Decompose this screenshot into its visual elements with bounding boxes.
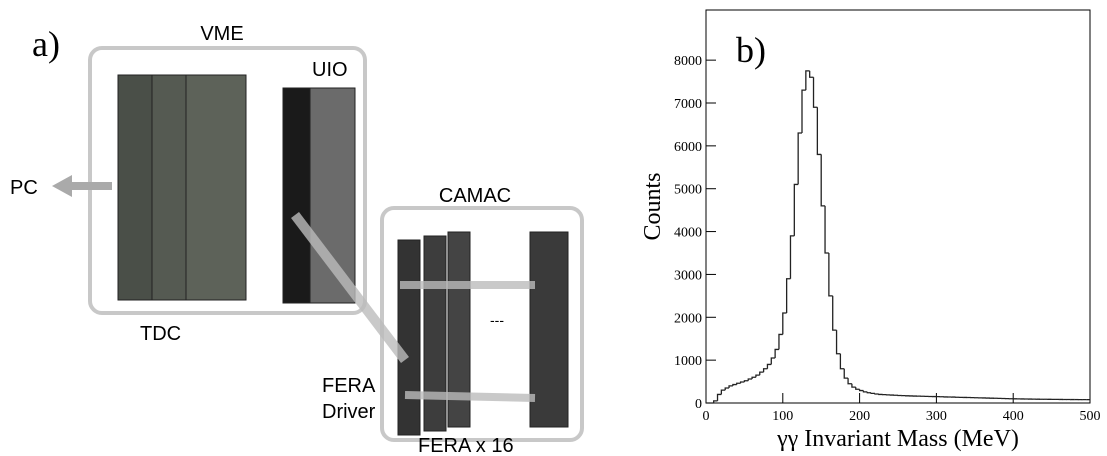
histogram-step [860,389,864,390]
histogram-step [875,393,879,394]
y-tick-label: 1000 [674,354,702,369]
panel-label: b) [736,30,766,70]
histogram-step [798,133,802,184]
tdc-cards [118,75,246,300]
histogram-step [814,77,818,107]
vme-label: VME [200,23,243,45]
histogram-step [848,378,852,384]
histogram-step [844,369,848,378]
histogram-step [856,387,860,389]
histogram-step [756,375,760,377]
panel-label: a) [32,24,60,64]
histogram-step [721,390,725,394]
fera-count-label: FERA x 16 [418,435,514,456]
y-tick-label: 6000 [674,140,702,155]
histogram-step [744,381,748,382]
y-tick-label: 3000 [674,268,702,283]
figure: a) VME UIO PC CAMAC TDC FERA Driver FERA… [0,0,1107,456]
y-axis-label: Counts [640,172,666,240]
y-tick-label: 7000 [674,97,702,112]
y-tick-label: 5000 [674,183,702,198]
histogram-step [852,384,856,387]
y-tick-label: 8000 [674,54,702,69]
histogram-step [718,394,722,400]
x-tick-label: 200 [849,409,870,424]
histogram-step [741,382,745,383]
histogram-step [871,393,875,394]
histogram-step [863,391,867,392]
histogram-step [867,392,871,393]
histogram-step [810,71,814,77]
histogram-step [817,107,821,154]
y-tick-label: 4000 [674,226,702,241]
uio-cards [283,88,355,303]
histogram-step [837,330,841,354]
histogram-step [733,385,737,386]
diagram: a) VME UIO PC CAMAC TDC FERA Driver FERA… [10,23,582,456]
histogram-step [783,313,787,334]
histogram-step [794,184,798,235]
histogram-step [767,364,771,368]
histogram-step [825,206,829,253]
pc-label: PC [10,177,38,199]
x-tick-label: 100 [772,409,793,424]
histogram-step [771,358,775,364]
y-tick-label: 2000 [674,311,702,326]
x-tick-label: 400 [1003,409,1024,424]
fera-cards [398,232,568,435]
ellipsis: --- [490,312,504,328]
histogram-step [802,90,806,133]
histogram-step [748,379,752,381]
histogram-step [790,236,794,279]
x-tick-label: 300 [926,409,947,424]
x-axis-label: γγ Invariant Mass (MeV) [776,426,1019,452]
x-tick-label: 500 [1080,409,1101,424]
histogram-step [764,369,768,372]
histogram-step [840,354,844,369]
fera-driver-label: Driver [322,401,376,423]
histogram-step [829,253,833,296]
histogram-step [729,386,733,388]
uio-label: UIO [312,59,348,81]
histogram-step [821,154,825,205]
histogram-step [775,349,779,358]
camac-label: CAMAC [439,185,511,207]
histogram-step [725,388,729,390]
histogram-step [737,383,741,384]
y-tick-label: 0 [695,397,702,412]
histogram-step [779,334,783,349]
x-tick-label: 0 [703,409,710,424]
fera-driver-label: FERA [322,375,376,397]
histogram-chart: 0 1000 2000 3000 4000 5000 6000 7000 8000 0 100 200… [640,10,1101,452]
histogram-step [833,296,837,330]
histogram-step [752,377,756,379]
histogram-step [787,279,791,313]
histogram-step [760,372,764,375]
arrow-head [52,175,72,197]
tdc-label: TDC [140,323,181,345]
